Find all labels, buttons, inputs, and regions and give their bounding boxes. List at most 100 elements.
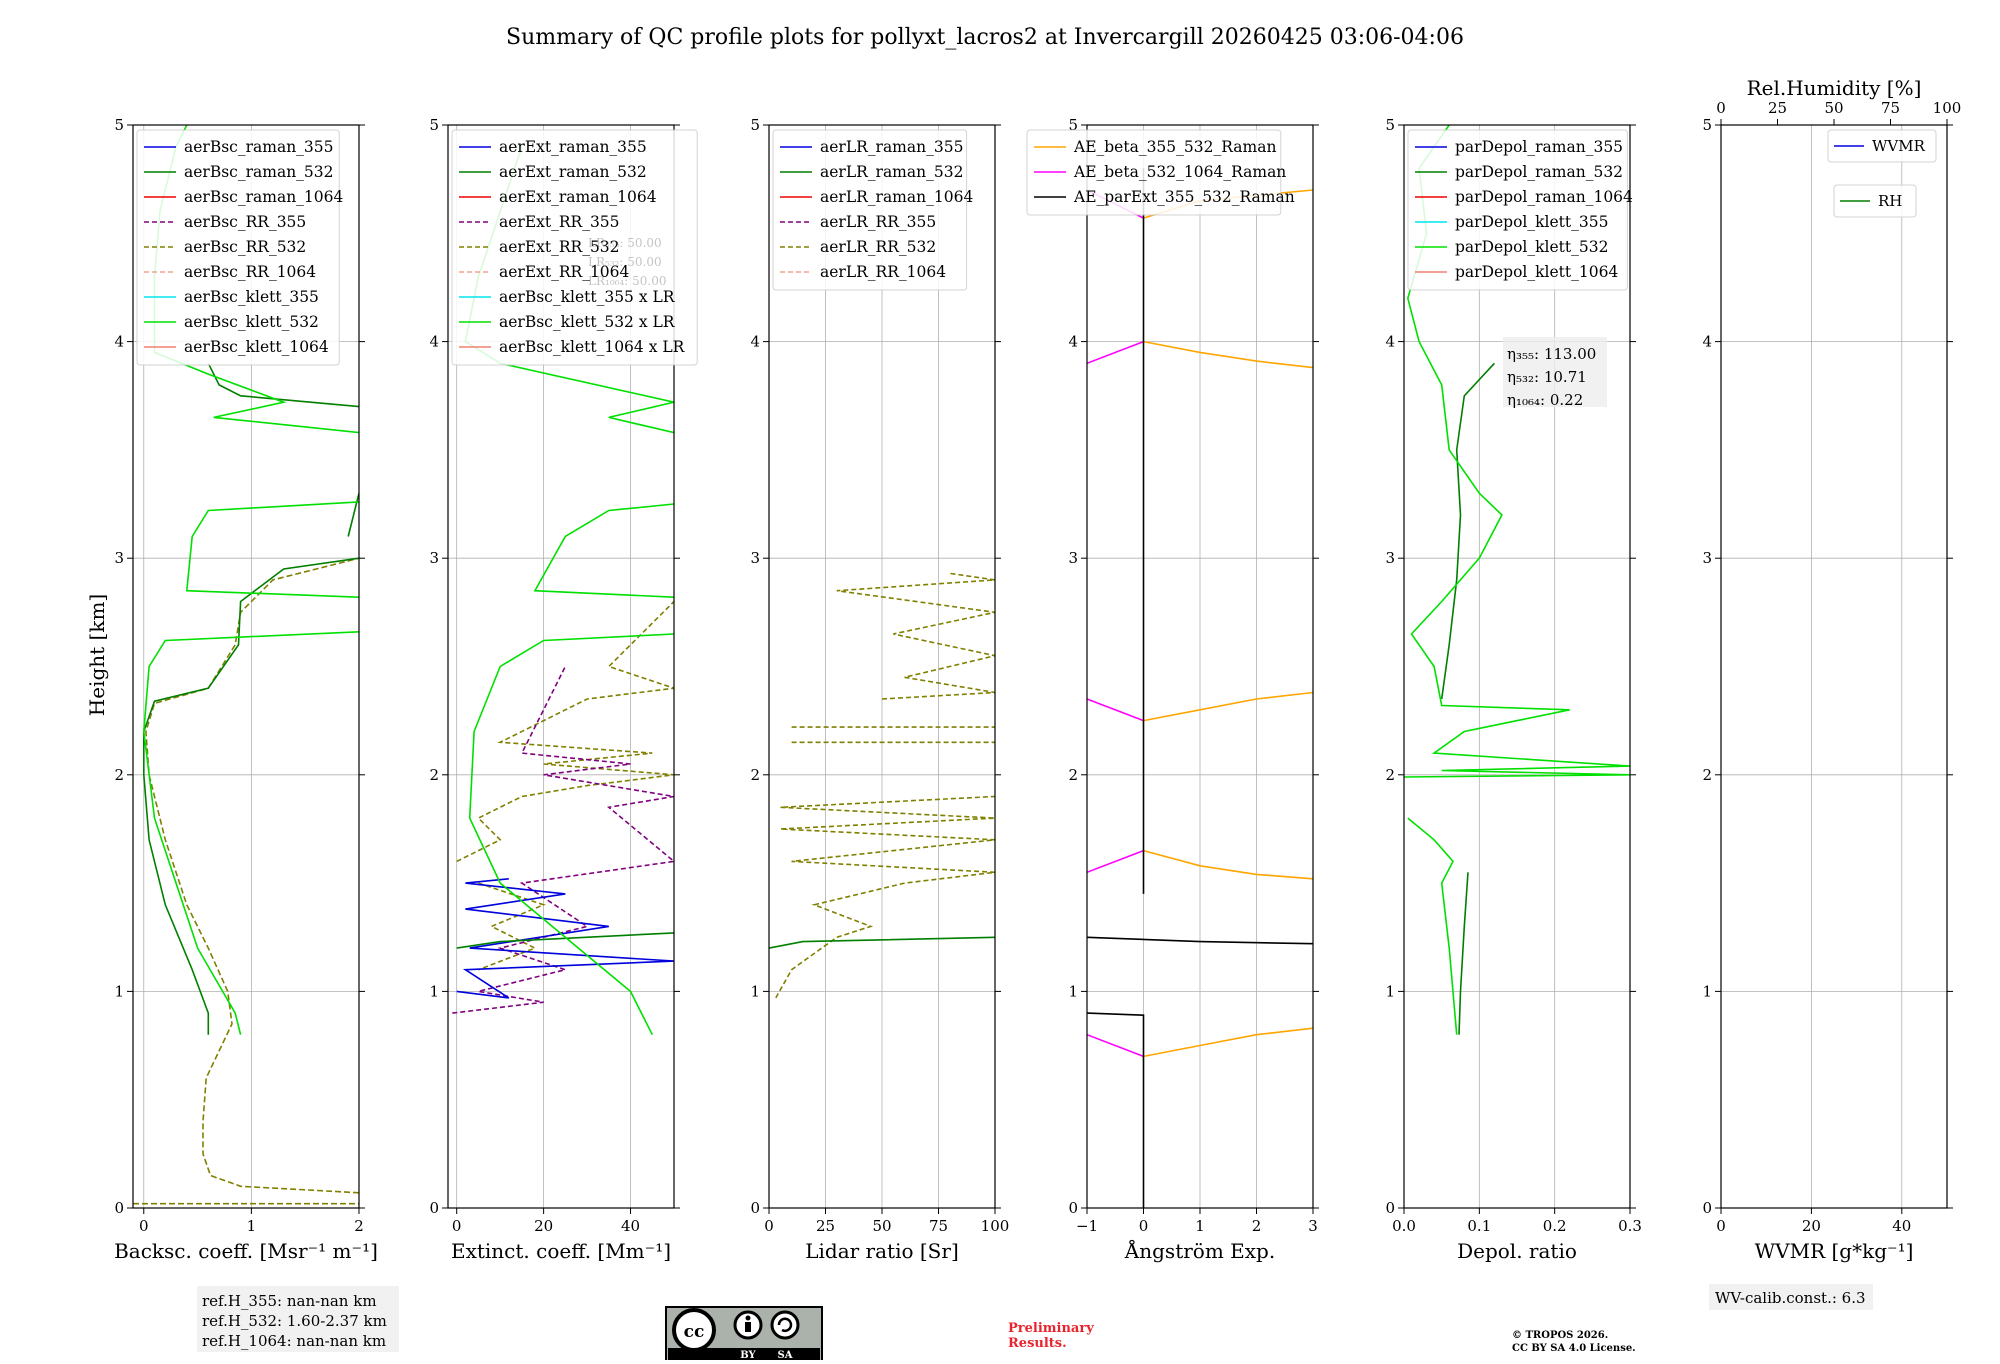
y-tick-label: 5 [114, 116, 124, 134]
preliminary-note-line1: Preliminary [1008, 1321, 1094, 1336]
lidar-ratio-box: LR₃₅₅: 50.00 LR₅₃₂: 50.00 LR₁₀₆₄: 50.00 [588, 236, 666, 288]
license-by: BY [740, 1350, 756, 1360]
y-tick-label: 1 [1702, 982, 1712, 1000]
y-tick-label: 0 [114, 1199, 124, 1217]
legend-label-WVMR: WVMR [1872, 137, 1926, 155]
x-tick-label: 40 [1892, 1217, 1911, 1235]
y-axis-label: Height [km] [85, 594, 109, 716]
y-tick-label: 5 [750, 116, 760, 134]
legend-label-AE_beta_532_1064_Raman: AE_beta_532_1064_Raman [1073, 163, 1286, 181]
legend-label-aerBsc_klett_355 x LR: aerBsc_klett_355 x LR [499, 288, 676, 306]
figure-title: Summary of QC profile plots for pollyxt_… [506, 25, 1464, 50]
series-AE_beta_532_1064_Raman [1087, 189, 1144, 1058]
legend-label-aerExt_raman_1064: aerExt_raman_1064 [499, 188, 657, 206]
x-tick-label: 0 [139, 1217, 149, 1235]
x-tick-label: 40 [621, 1217, 640, 1235]
series-aerExt_raman_355 [456, 878, 674, 999]
panel-ext: 0 1 2 3 4 5 0 20 40 Extinct. coeff. [Mm⁻¹] aerExt_… [429, 116, 698, 1263]
legend-box [451, 129, 698, 366]
lr-value: LR₅₃₂: 50.00 [588, 255, 662, 269]
legend-label-parDepol_raman_355: parDepol_raman_355 [1455, 138, 1623, 156]
y-tick-label: 0 [1385, 1199, 1395, 1217]
y-tick-label: 3 [429, 549, 439, 567]
legend-box [136, 129, 340, 366]
y-tick-label: 1 [429, 982, 439, 1000]
y-tick-label: 1 [114, 982, 124, 1000]
legend-label-parDepol_klett_1064: parDepol_klett_1064 [1455, 263, 1618, 281]
cc-icon [672, 1308, 716, 1352]
ref-height-532: ref.H_532: 1.60-2.37 km [202, 1312, 387, 1330]
y-tick-label: 0 [750, 1199, 760, 1217]
y-tick-label: 2 [1702, 766, 1712, 784]
axes-frame [447, 124, 675, 1209]
y-tick-label: 0 [429, 1199, 439, 1217]
x-tick-label: 3 [1308, 1217, 1318, 1235]
series-parDepol_klett_532 [1404, 125, 1630, 1035]
y-tick-label: 3 [750, 549, 760, 567]
legend-label-aerBsc_raman_532: aerBsc_raman_532 [184, 163, 334, 181]
y-tick-label: 2 [429, 766, 439, 784]
x-tick-label: 1 [247, 1217, 257, 1235]
wv-calib-box: WV-calib.const.: 6.3 [1709, 1284, 1873, 1310]
series-group [452, 146, 674, 1036]
legend-label-aerExt_raman_355: aerExt_raman_355 [499, 138, 647, 156]
x-tick-label: 50 [872, 1217, 891, 1235]
legend-label-aerBsc_RR_532: aerBsc_RR_532 [184, 238, 306, 256]
legend: WVMR RH [1827, 129, 1937, 218]
legend-label-AE_beta_355_532_Raman: AE_beta_355_532_Raman [1073, 138, 1276, 156]
legend: aerExt_raman_355 aerExt_raman_532 aerExt_r… [451, 129, 698, 366]
legend-label-aerBsc_klett_1064: aerBsc_klett_1064 [184, 338, 329, 356]
legend-label-parDepol_raman_1064: parDepol_raman_1064 [1455, 188, 1633, 206]
ref-height-355: ref.H_355: nan-nan km [202, 1292, 377, 1310]
top-tick-label: 25 [1768, 99, 1787, 117]
ref-height-1064: ref.H_1064: nan-nan km [202, 1332, 386, 1350]
y-tick-label: 0 [1702, 1199, 1712, 1217]
series-aerLR_RR_532 [775, 572, 995, 999]
y-tick-label: 4 [750, 333, 760, 351]
x-axis-label: Ångström Exp. [1124, 1238, 1275, 1263]
ref-height-box: ref.H_355: nan-nan km ref.H_532: 1.60-2.… [197, 1286, 399, 1352]
y-tick-label: 4 [114, 333, 124, 351]
x-tick-label: 25 [816, 1217, 835, 1235]
series-parDepol_raman_532 [1440, 362, 1495, 1035]
svg-text:cc: cc [684, 1322, 705, 1342]
y-tick-label: 1 [1385, 982, 1395, 1000]
series-group [133, 125, 359, 1205]
x-tick-label: 0.0 [1392, 1217, 1416, 1235]
y-tick-label: 5 [1385, 116, 1395, 134]
y-tick-label: 4 [1068, 333, 1078, 351]
y-tick-label: 0 [1068, 1199, 1078, 1217]
legend-label-aerLR_raman_1064: aerLR_raman_1064 [820, 188, 973, 206]
series-AE_parExt_355_532_Raman [1087, 168, 1313, 1208]
x-tick-label: 0.3 [1618, 1217, 1642, 1235]
legend-box [772, 129, 968, 291]
y-tick-label: 2 [750, 766, 760, 784]
eta-value: η₃₅₅: 113.00 [1507, 345, 1596, 363]
legend-label-aerBsc_raman_355: aerBsc_raman_355 [184, 138, 334, 156]
eta-value: η₁₀₆₄: 0.22 [1507, 391, 1583, 409]
axes-frame [1403, 124, 1631, 1209]
panel-bsc: 0 1 2 3 4 5 0 1 2 Backsc. coeff. [Msr⁻¹ m⁻¹] aerBs… [114, 116, 378, 1263]
legend-box [1026, 129, 1282, 216]
legend-label-parDepol_raman_532: parDepol_raman_532 [1455, 163, 1623, 181]
top-axis-label: Rel.Humidity [%] [1747, 76, 1922, 100]
y-tick-label: 5 [429, 116, 439, 134]
copyright-line1: © TROPOS 2026. [1512, 1330, 1608, 1341]
legend-label-aerLR_RR_355: aerLR_RR_355 [820, 213, 936, 231]
lr-value: LR₁₀₆₄: 50.00 [588, 274, 666, 288]
legend-label-aerLR_raman_355: aerLR_raman_355 [820, 138, 963, 156]
x-tick-label: 20 [534, 1217, 553, 1235]
y-tick-label: 4 [1702, 333, 1712, 351]
legend-label-aerBsc_klett_1064 x LR: aerBsc_klett_1064 x LR [499, 338, 686, 356]
y-tick-label: 3 [114, 549, 124, 567]
x-tick-label: −1 [1076, 1217, 1098, 1235]
top-tick-label: 75 [1881, 99, 1900, 117]
legend-label-parDepol_klett_355: parDepol_klett_355 [1455, 213, 1608, 231]
legend-label-aerExt_raman_532: aerExt_raman_532 [499, 163, 647, 181]
legend-label-aerBsc_klett_532: aerBsc_klett_532 [184, 313, 319, 331]
x-axis-label: Extinct. coeff. [Mm⁻¹] [451, 1239, 671, 1263]
x-tick-label: 2 [1252, 1217, 1262, 1235]
